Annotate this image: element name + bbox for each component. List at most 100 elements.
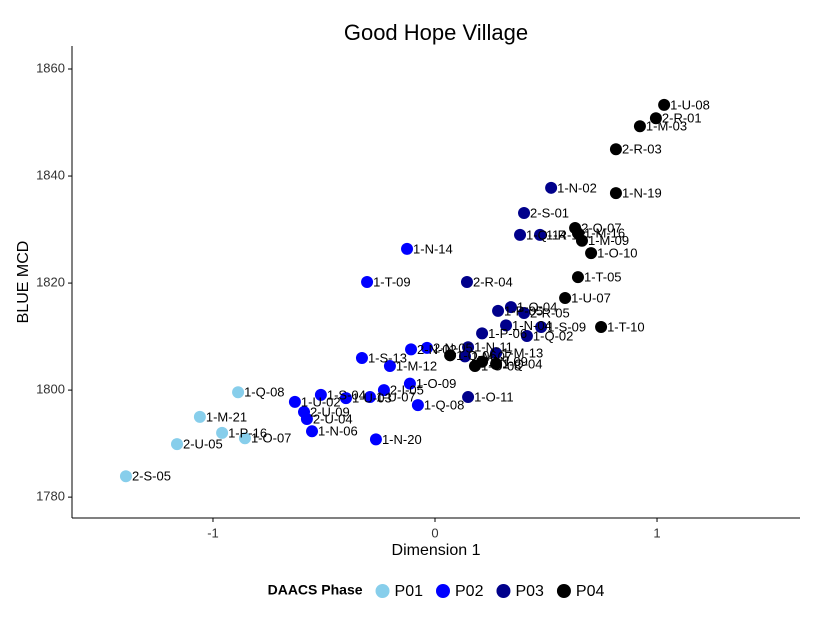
chart-title: Good Hope Village <box>344 20 528 45</box>
point-label: 1-N-09 <box>488 354 528 369</box>
point <box>405 343 418 356</box>
point <box>571 271 584 284</box>
point <box>609 143 622 156</box>
point <box>306 425 319 438</box>
x-tick-label: 1 <box>653 525 660 540</box>
point <box>490 347 503 360</box>
point <box>585 247 598 260</box>
point <box>545 181 558 194</box>
legend-swatch <box>375 584 390 598</box>
point-label: 1-R-13 <box>546 227 586 242</box>
point <box>216 426 229 439</box>
x-tick-label: -1 <box>207 525 219 540</box>
y-tick-label: 1860 <box>36 60 65 75</box>
point-label: 1-N-20 <box>382 432 422 447</box>
point-label: 1-Q-04 <box>502 356 542 371</box>
point <box>403 377 416 390</box>
point <box>609 187 622 200</box>
point <box>238 432 251 445</box>
point <box>377 384 390 397</box>
y-tick-label: 1780 <box>36 489 65 504</box>
point-label: 1-M-16 <box>584 226 625 241</box>
y-tick-label: 1800 <box>36 382 65 397</box>
x-tick-label: 0 <box>431 525 438 540</box>
y-tick-label: 1840 <box>36 167 65 182</box>
point-label: 1-S-09 <box>547 319 586 334</box>
point <box>411 399 424 412</box>
point-label: 1-U-03 <box>352 391 392 406</box>
point-label: 1-M-12 <box>396 358 437 373</box>
point <box>514 228 527 241</box>
point-label: 1-U-02 <box>301 394 341 409</box>
legend-swatch <box>496 584 511 598</box>
y-axis-label: BLUE MCD <box>15 241 32 324</box>
point <box>339 392 352 405</box>
point-label: 1-N-19 <box>622 186 662 201</box>
point <box>361 276 374 288</box>
point-label: 1-O-04 <box>517 300 557 315</box>
point-label: 1-N-02 <box>557 180 597 195</box>
point-label: 1-S-04 <box>327 387 366 402</box>
point-label: 2-N-05 <box>433 340 473 355</box>
point <box>504 301 517 314</box>
point <box>363 391 376 404</box>
point-label: 1-P-05 <box>504 303 543 318</box>
point-label: 2-S-05 <box>132 469 171 484</box>
point <box>193 410 206 423</box>
point <box>649 112 662 125</box>
point-label: 2-S-01 <box>530 205 569 220</box>
legend-swatch <box>556 584 571 598</box>
point-label: 1-O-11 <box>474 389 514 404</box>
point <box>462 341 475 354</box>
point <box>460 276 473 288</box>
point <box>232 386 245 399</box>
point-label: 1-O-10 <box>597 246 637 261</box>
legend: DAACS Phase P01 P02 P03 P04 <box>268 582 605 601</box>
point-label: 1-N-11 <box>474 340 513 355</box>
point-label: 2-U-05 <box>183 437 223 452</box>
point-label: 2-I-05 <box>390 383 424 398</box>
point-label: 1-N-14 <box>413 241 453 256</box>
point-label: 1-P-06 <box>488 326 527 341</box>
point-label: 1-M-13 <box>502 346 543 361</box>
point <box>658 98 671 111</box>
point-label: 1-U-07 <box>571 290 611 305</box>
point <box>369 433 382 446</box>
point <box>534 228 547 241</box>
y-tick-label: 1820 <box>36 275 65 290</box>
point-label: 2-R-05 <box>530 305 570 320</box>
point-label: 2-N-02 <box>417 342 457 357</box>
point-label: 1-Q-02 <box>533 328 573 343</box>
point-label: 1-U-07 <box>376 389 416 404</box>
point <box>633 120 646 133</box>
x-axis-label: Dimension 1 <box>392 542 481 559</box>
point <box>298 406 311 419</box>
point <box>595 320 608 333</box>
point <box>119 470 132 483</box>
point <box>355 351 368 364</box>
legend-label: P02 <box>455 583 484 600</box>
point <box>383 360 396 373</box>
point-label: 1-O-09 <box>416 376 456 391</box>
legend-label: P03 <box>515 583 544 600</box>
point-label: 1-U-08 <box>670 97 710 112</box>
point-label: 1-Q-08 <box>244 385 284 400</box>
point-label: 1-Q-14 <box>526 227 566 242</box>
point <box>520 330 533 343</box>
point-label: 1-T-10 <box>607 319 645 334</box>
point-label: 2-R-01 <box>662 111 702 126</box>
point-label: 1-S-13 <box>368 350 407 365</box>
point-label: 1-Q-06 <box>456 348 496 363</box>
point <box>462 391 475 404</box>
point-label: 1-N-06 <box>318 424 358 439</box>
point <box>500 319 513 332</box>
point-label: 1-Q-08 <box>424 398 464 413</box>
point <box>535 320 548 333</box>
point-label: 2-R-03 <box>622 142 662 157</box>
point <box>171 438 184 451</box>
point <box>575 234 588 247</box>
point <box>490 357 503 370</box>
point-label: 1-M-21 <box>206 409 247 424</box>
point <box>288 395 301 408</box>
